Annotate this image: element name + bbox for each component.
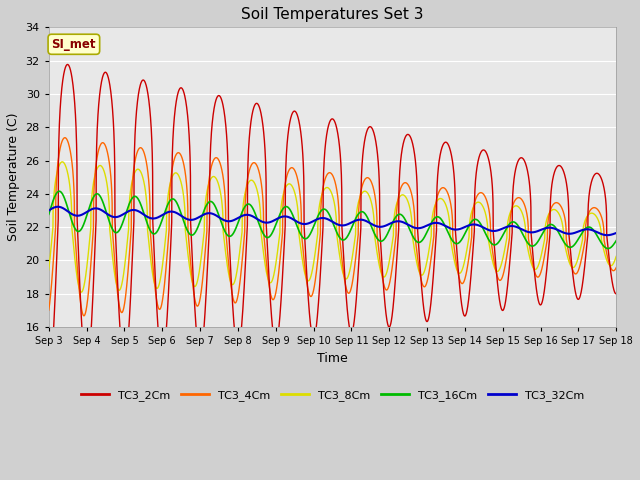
Legend: TC3_2Cm, TC3_4Cm, TC3_8Cm, TC3_16Cm, TC3_32Cm: TC3_2Cm, TC3_4Cm, TC3_8Cm, TC3_16Cm, TC3… [77, 386, 588, 406]
Text: SI_met: SI_met [52, 38, 96, 51]
X-axis label: Time: Time [317, 352, 348, 365]
Title: Soil Temperatures Set 3: Soil Temperatures Set 3 [241, 7, 424, 22]
Y-axis label: Soil Temperature (C): Soil Temperature (C) [7, 113, 20, 241]
